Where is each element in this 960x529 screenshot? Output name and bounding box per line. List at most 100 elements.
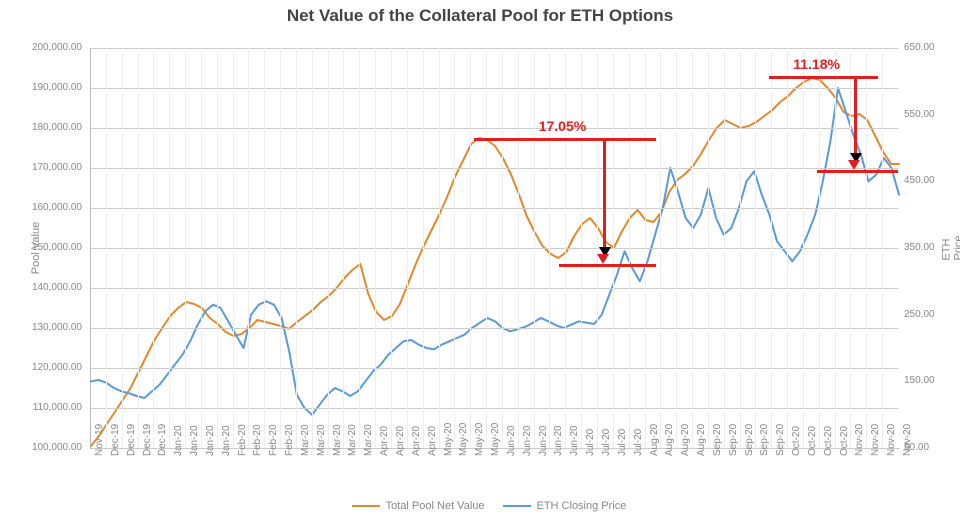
legend: Total Pool Net Value ETH Closing Price bbox=[0, 500, 960, 512]
v-gridline bbox=[502, 48, 503, 448]
v-gridline bbox=[660, 48, 661, 448]
h-gridline bbox=[90, 168, 898, 169]
v-gridline bbox=[803, 48, 804, 448]
y-right-tick: 550.00 bbox=[904, 109, 935, 120]
x-tick: Oct-20 bbox=[791, 426, 802, 456]
x-tick: Mar-20 bbox=[300, 424, 311, 456]
y-right-tick: 450.00 bbox=[904, 175, 935, 186]
x-tick: Feb-20 bbox=[237, 424, 248, 456]
y-left-tick: 160,000.00 bbox=[0, 202, 82, 213]
x-tick: Apr-20 bbox=[411, 426, 422, 456]
x-tick: Jul-20 bbox=[617, 429, 628, 456]
v-gridline bbox=[439, 48, 440, 448]
annotation-label: 17.05% bbox=[539, 118, 586, 134]
x-tick: Jul-20 bbox=[633, 429, 644, 456]
x-tick: Feb-20 bbox=[284, 424, 295, 456]
v-gridline bbox=[835, 48, 836, 448]
v-gridline bbox=[122, 48, 123, 448]
v-gridline bbox=[280, 48, 281, 448]
x-tick: Dec-19 bbox=[157, 424, 168, 456]
y-left-tick: 130,000.00 bbox=[0, 322, 82, 333]
v-gridline bbox=[819, 48, 820, 448]
y-left-tick: 110,000.00 bbox=[0, 402, 82, 413]
y-left-tick: 200,000.00 bbox=[0, 42, 82, 53]
x-tick: Nov-20 bbox=[870, 424, 881, 456]
x-tick: Dec-19 bbox=[142, 424, 153, 456]
y-right-axis-label: ETH Price bbox=[941, 235, 960, 260]
x-tick: Aug-20 bbox=[696, 424, 707, 456]
v-gridline bbox=[296, 48, 297, 448]
x-tick: Mar-20 bbox=[332, 424, 343, 456]
x-tick: Sep-20 bbox=[744, 424, 755, 456]
x-tick: Aug-20 bbox=[649, 424, 660, 456]
v-gridline bbox=[312, 48, 313, 448]
x-tick: Jun-20 bbox=[522, 425, 533, 456]
v-gridline bbox=[169, 48, 170, 448]
y-right-tick: 250.00 bbox=[904, 309, 935, 320]
x-tick: Nov-20 bbox=[886, 424, 897, 456]
legend-label: Total Pool Net Value bbox=[386, 500, 485, 512]
y-left-tick: 190,000.00 bbox=[0, 82, 82, 93]
y-left-tick: 140,000.00 bbox=[0, 282, 82, 293]
v-gridline bbox=[518, 48, 519, 448]
v-gridline bbox=[708, 48, 709, 448]
annotation-line bbox=[769, 76, 878, 79]
x-tick: May-20 bbox=[443, 423, 454, 456]
v-gridline bbox=[755, 48, 756, 448]
v-gridline bbox=[565, 48, 566, 448]
x-tick: Jun-20 bbox=[569, 425, 580, 456]
y-left-tick: 100,000.00 bbox=[0, 442, 82, 453]
h-gridline bbox=[90, 408, 898, 409]
v-gridline bbox=[233, 48, 234, 448]
x-tick: Mar-20 bbox=[363, 424, 374, 456]
x-tick: Oct-20 bbox=[839, 426, 850, 456]
series-line bbox=[91, 78, 899, 446]
legend-swatch bbox=[503, 505, 531, 507]
x-tick: Jan-20 bbox=[221, 425, 232, 456]
v-gridline bbox=[882, 48, 883, 448]
annotation-arrow bbox=[603, 140, 606, 256]
x-tick: May-20 bbox=[458, 423, 469, 456]
x-tick: May-20 bbox=[474, 423, 485, 456]
x-tick: Feb-20 bbox=[268, 424, 279, 456]
x-tick: Apr-20 bbox=[379, 426, 390, 456]
x-tick: Jan-20 bbox=[189, 425, 200, 456]
y-right-tick: 150.00 bbox=[904, 375, 935, 386]
x-tick: Sep-20 bbox=[712, 424, 723, 456]
y-left-tick: 150,000.00 bbox=[0, 242, 82, 253]
legend-label: ETH Closing Price bbox=[537, 500, 627, 512]
v-gridline bbox=[692, 48, 693, 448]
v-gridline bbox=[613, 48, 614, 448]
v-gridline bbox=[581, 48, 582, 448]
x-tick: Feb-20 bbox=[252, 424, 263, 456]
x-tick: Aug-20 bbox=[664, 424, 675, 456]
x-tick: Sep-20 bbox=[775, 424, 786, 456]
h-gridline bbox=[90, 48, 898, 49]
v-gridline bbox=[138, 48, 139, 448]
x-tick: Nov-19 bbox=[94, 424, 105, 456]
x-tick: Apr-20 bbox=[395, 426, 406, 456]
x-tick: Aug-20 bbox=[680, 424, 691, 456]
h-gridline bbox=[90, 288, 898, 289]
v-gridline bbox=[185, 48, 186, 448]
h-gridline bbox=[90, 368, 898, 369]
v-gridline bbox=[153, 48, 154, 448]
annotation-line bbox=[559, 264, 656, 267]
x-tick: Jun-20 bbox=[538, 425, 549, 456]
v-gridline bbox=[328, 48, 329, 448]
v-gridline bbox=[866, 48, 867, 448]
h-gridline bbox=[90, 208, 898, 209]
v-gridline bbox=[724, 48, 725, 448]
v-gridline bbox=[645, 48, 646, 448]
y-left-tick: 120,000.00 bbox=[0, 362, 82, 373]
x-tick: Nov-20 bbox=[902, 424, 913, 456]
y-right-tick: 650.00 bbox=[904, 42, 935, 53]
x-tick: May-20 bbox=[490, 423, 501, 456]
v-gridline bbox=[423, 48, 424, 448]
x-tick: Sep-20 bbox=[759, 424, 770, 456]
v-gridline bbox=[248, 48, 249, 448]
annotation-arrow bbox=[854, 78, 857, 162]
v-gridline bbox=[486, 48, 487, 448]
v-gridline bbox=[549, 48, 550, 448]
legend-swatch bbox=[352, 505, 380, 507]
